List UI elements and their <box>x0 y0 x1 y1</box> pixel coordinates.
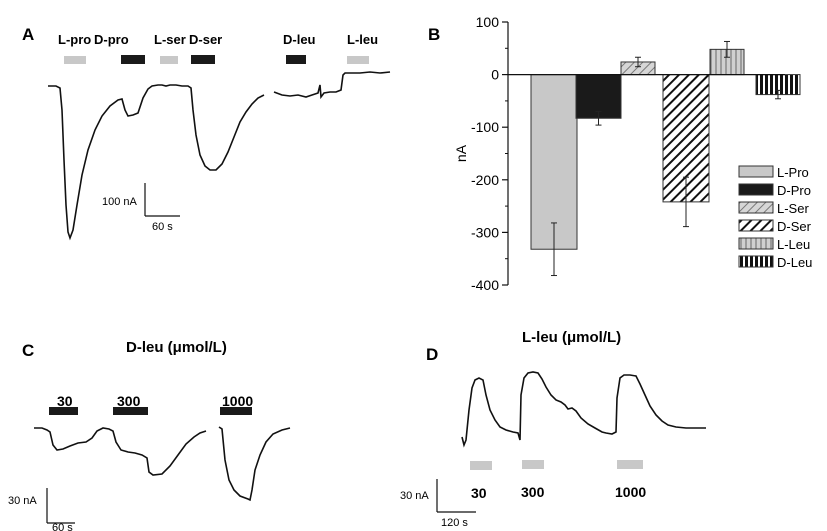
scale-label-y-a: 100 nA <box>102 196 138 208</box>
drug-label-d-leu: D-leu <box>283 32 316 47</box>
legend-label-d-pro: D-Pro <box>777 183 811 198</box>
conc-label-d-30: 30 <box>471 485 487 501</box>
application-bar-d-1000 <box>617 460 643 469</box>
application-bar-l-leu <box>347 56 369 64</box>
current-trace-c-right <box>218 426 291 502</box>
current-trace-c-left <box>34 427 207 476</box>
panel-a: A L-pro D-pro L-ser D-ser D-leu L-leu 10… <box>22 25 391 241</box>
panel-c-letter: C <box>22 341 34 360</box>
application-bar-d-leu <box>286 55 306 64</box>
conc-label-c-30: 30 <box>57 393 73 409</box>
panel-d: D L-leu (μmol/L) 30 300 1000 30 nA 120 s <box>400 329 706 529</box>
current-trace-a-left <box>48 84 265 241</box>
legend-swatch-d-ser <box>738 219 774 232</box>
current-trace-a-right <box>273 71 391 100</box>
y-axis-label: nA <box>453 144 469 162</box>
panel-c-title: D-leu (μmol/L) <box>126 339 227 356</box>
application-bar-d-pro <box>121 55 145 64</box>
panel-d-letter: D <box>426 345 438 364</box>
conc-label-d-300: 300 <box>521 484 545 500</box>
panel-c: C D-leu (μmol/L) 30 300 1000 30 nA 60 s <box>8 339 291 531</box>
panel-b: B 100 0 -100 -200 -300 -400 nA L-Pro D-Pro L-Ser D… <box>428 14 812 293</box>
legend-swatch-l-ser <box>738 201 774 214</box>
legend-label-d-leu: D-Leu <box>777 255 812 270</box>
conc-label-d-1000: 1000 <box>615 484 646 500</box>
drug-label-d-ser: D-ser <box>189 32 222 47</box>
y-tick-label: -400 <box>471 277 499 293</box>
application-bar-c-1000 <box>220 407 252 415</box>
legend-swatch-l-pro <box>738 165 774 178</box>
conc-label-c-300: 300 <box>117 393 141 409</box>
application-bar-d-30 <box>470 461 492 470</box>
legend-label-d-ser: D-Ser <box>777 219 812 234</box>
legend-swatch-d-leu <box>738 255 774 268</box>
current-trace-d <box>461 371 706 448</box>
conc-label-c-1000: 1000 <box>222 393 253 409</box>
scale-label-x-d: 120 s <box>441 517 468 529</box>
application-bar-l-pro <box>64 56 86 64</box>
application-bar-l-ser <box>160 56 178 64</box>
legend-label-l-leu: L-Leu <box>777 237 810 252</box>
scale-label-y-d: 30 nA <box>400 490 429 502</box>
legend-swatch-l-leu <box>738 237 774 250</box>
bar-l-pro <box>530 74 578 250</box>
drug-label-d-pro: D-pro <box>94 32 129 47</box>
y-tick-label: -200 <box>471 172 499 188</box>
y-tick-label: -100 <box>471 119 499 135</box>
panel-d-title: L-leu (μmol/L) <box>522 329 621 346</box>
legend-swatch-d-pro <box>738 183 774 196</box>
legend-label-l-ser: L-Ser <box>777 201 809 216</box>
drug-label-l-leu: L-leu <box>347 32 378 47</box>
panel-a-letter: A <box>22 25 34 44</box>
application-bar-c-300 <box>113 407 148 415</box>
application-bar-c-30 <box>49 407 78 415</box>
y-tick-label: -300 <box>471 224 499 240</box>
drug-label-l-pro: L-pro <box>58 32 91 47</box>
application-bar-d-ser <box>191 55 215 64</box>
panel-b-letter: B <box>428 25 440 44</box>
scale-label-x-a: 60 s <box>152 221 173 233</box>
legend-label-l-pro: L-Pro <box>777 165 809 180</box>
scale-label-x-c: 60 s <box>52 522 73 531</box>
bar-chart: 100 0 -100 -200 -300 -400 nA L-Pro D-Pro L-Ser D-S… <box>453 14 812 293</box>
scale-label-y-c: 30 nA <box>8 495 37 507</box>
y-tick-label: 0 <box>491 67 499 83</box>
drug-label-l-ser: L-ser <box>154 32 186 47</box>
application-bar-d-300 <box>522 460 544 469</box>
y-tick-label: 100 <box>476 14 500 30</box>
